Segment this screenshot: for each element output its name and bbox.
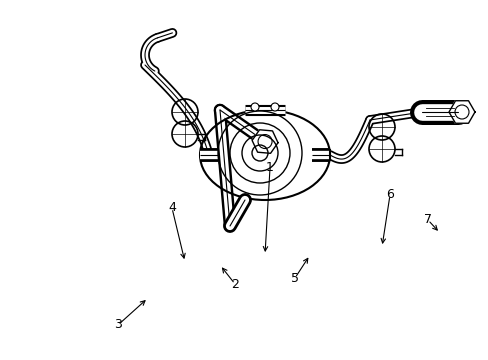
Text: 5: 5: [290, 271, 298, 284]
Circle shape: [270, 103, 279, 111]
Text: 4: 4: [168, 202, 176, 215]
Polygon shape: [448, 101, 474, 123]
Text: 1: 1: [265, 162, 273, 175]
Text: 6: 6: [385, 189, 393, 202]
Text: 3: 3: [114, 319, 122, 332]
Text: 7: 7: [423, 213, 431, 226]
Polygon shape: [252, 130, 278, 153]
Circle shape: [250, 103, 259, 111]
Text: 2: 2: [231, 278, 239, 291]
